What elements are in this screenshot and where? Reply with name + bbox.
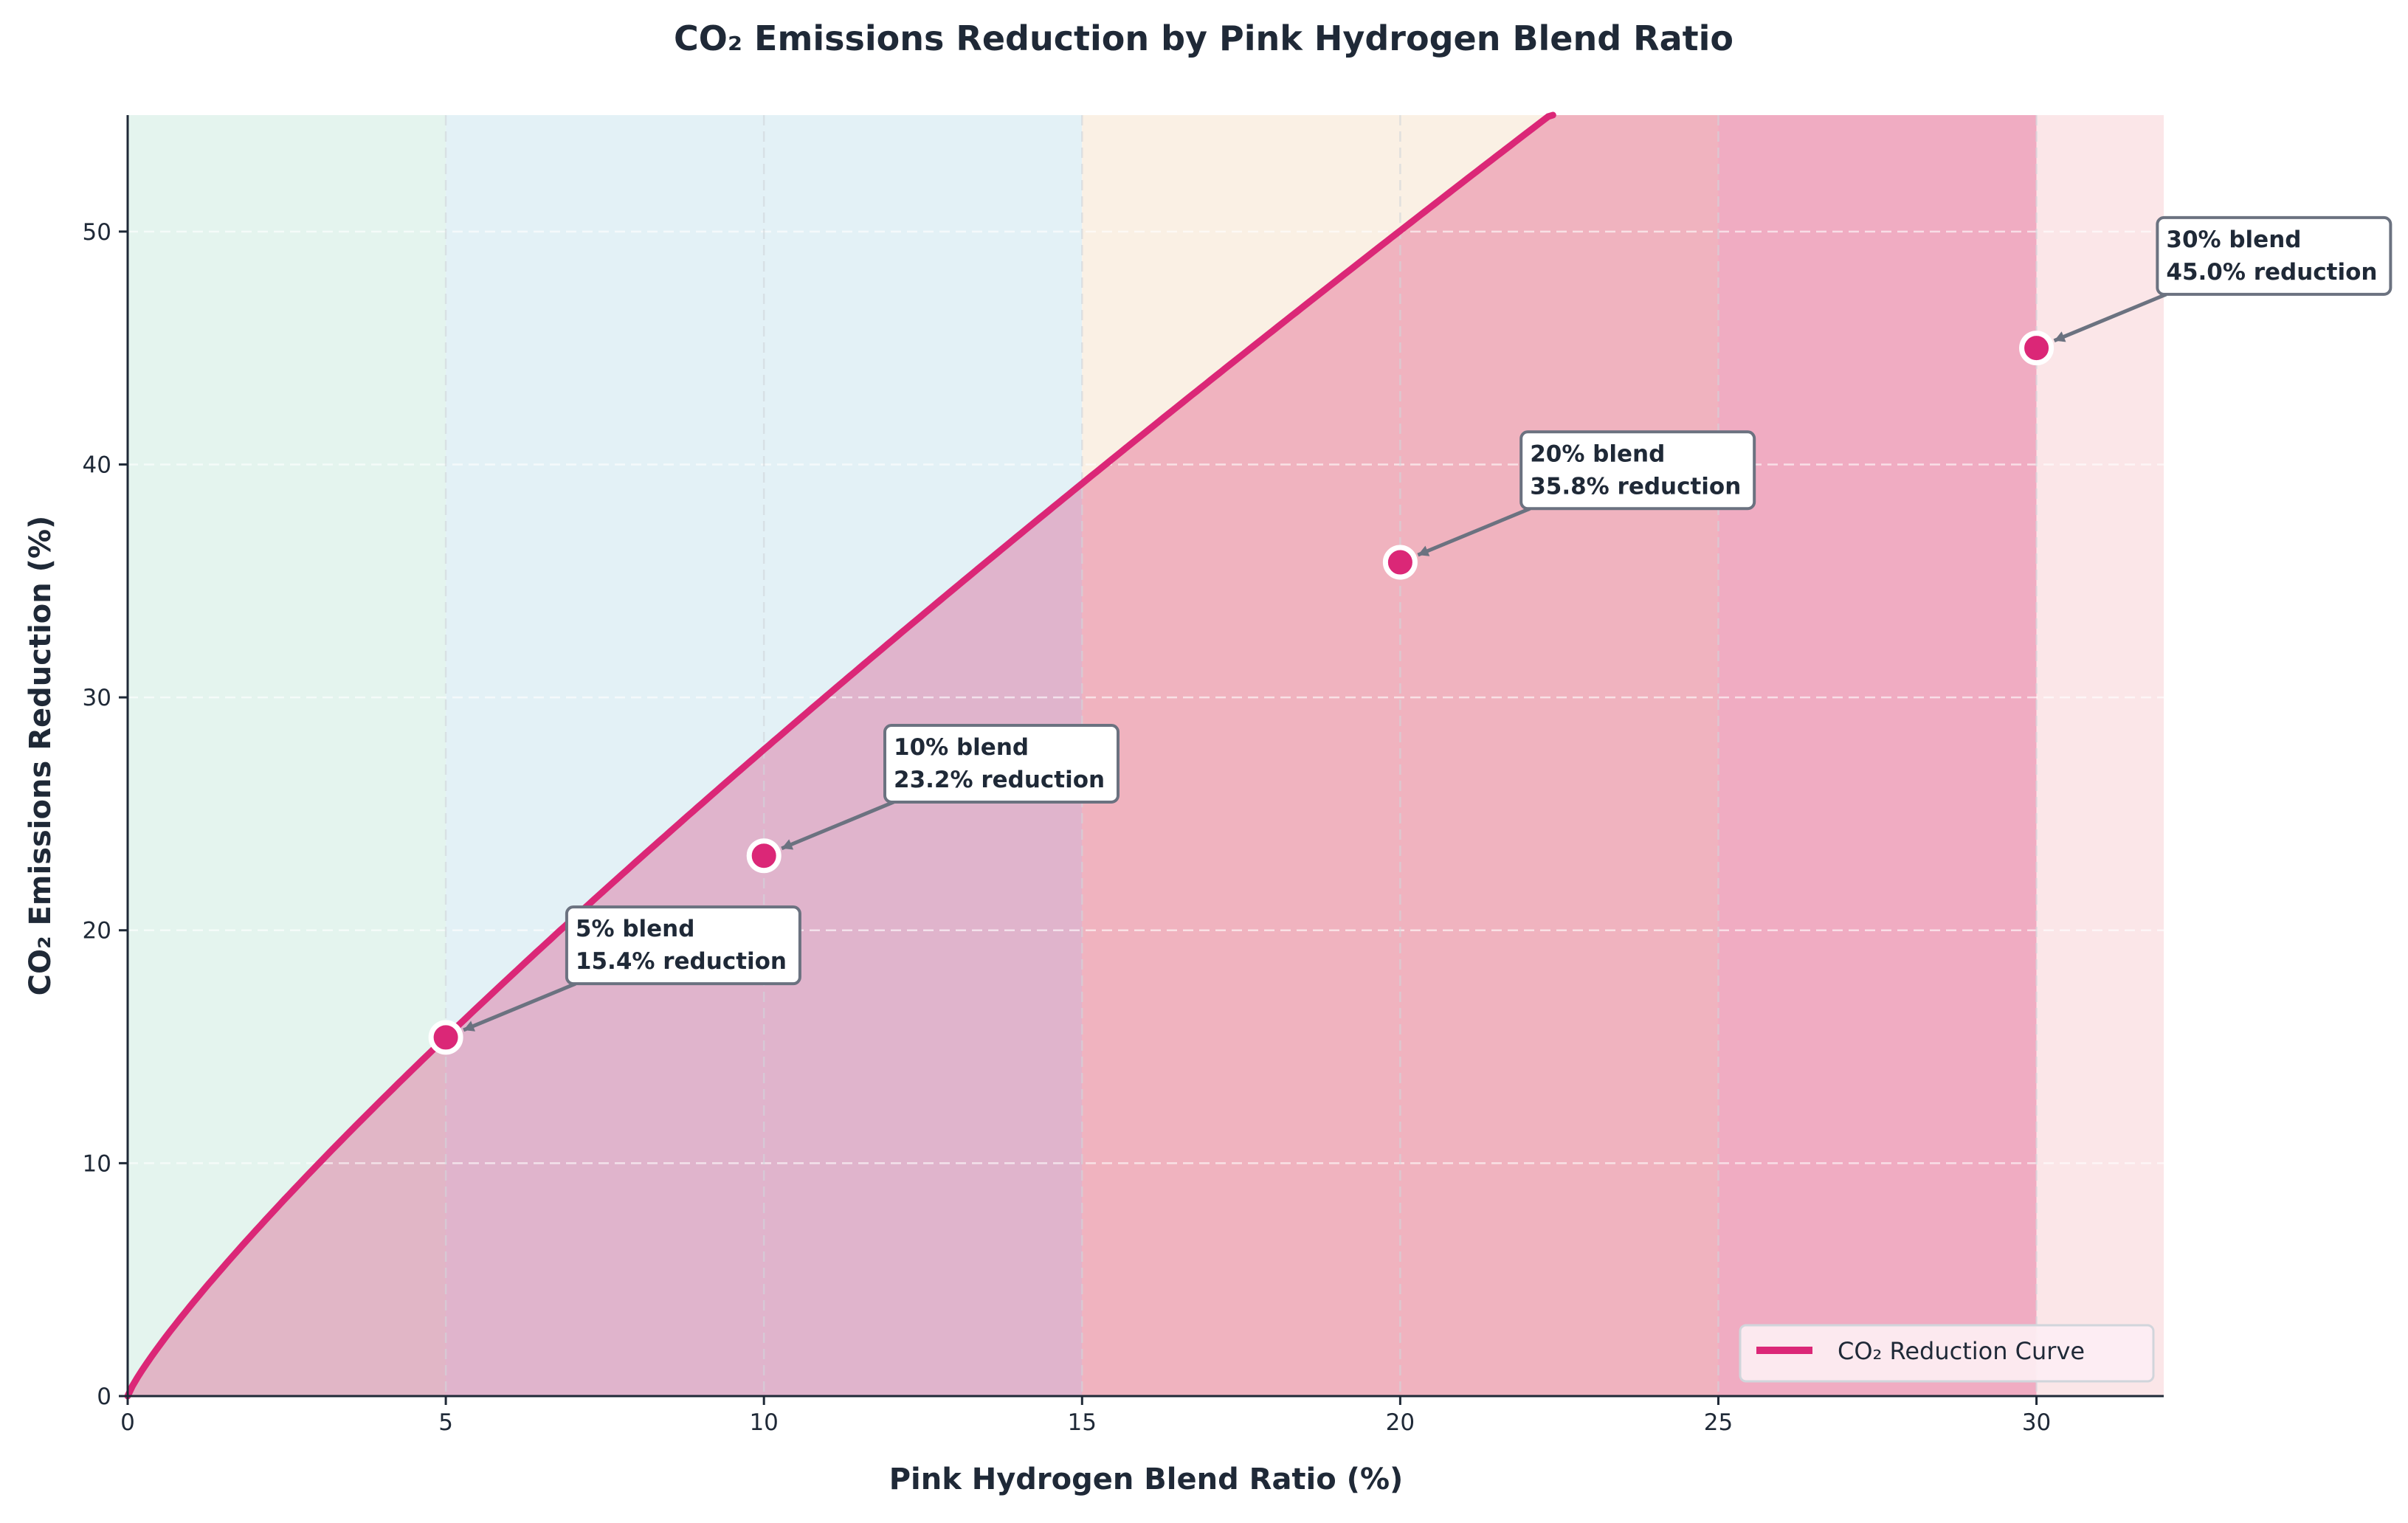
annotations: 5% blend 15.4% reduction 10% blend 23.2% re… [428, 215, 2393, 1055]
band [1718, 115, 2037, 1396]
legend-box [1739, 1324, 2155, 1383]
annotation-arrow [781, 800, 894, 851]
annotation-box [1519, 430, 1756, 511]
annotation: 5% blend 15.4% reduction [428, 905, 801, 1055]
annotation-line1: 20% blend [1530, 441, 1665, 467]
annotation-line2: 15.4% reduction [576, 948, 787, 975]
annotation-line2: 45.0% reduction [2166, 259, 2377, 286]
annotation-box [883, 723, 1120, 804]
x-tick-label: 0 [120, 1409, 135, 1436]
chart-title: CO₂ Emissions Reduction by Pink Hydrogen… [674, 18, 1733, 58]
x-tick-label: 5 [438, 1409, 453, 1436]
data-point [1382, 545, 1418, 580]
annotation: 20% blend 35.8% reduction [1382, 430, 1756, 580]
y-tick-label: 40 [83, 452, 111, 478]
annotation-arrow [463, 981, 576, 1032]
y-tick-label: 10 [83, 1150, 111, 1177]
y-tick-label: 20 [83, 918, 111, 944]
band [2036, 115, 2164, 1396]
arrow-head-icon [463, 1020, 476, 1032]
axes: 0 5 10 15 20 25 30 0 10 20 30 40 50 [83, 115, 2164, 1436]
annotation-arrow [2053, 292, 2167, 343]
y-tick-label: 30 [83, 685, 111, 711]
series-line [124, 111, 1556, 1400]
x-axis-label: Pink Hydrogen Blend Ratio (%) [889, 1462, 1404, 1496]
data-point [2019, 331, 2055, 366]
y-axis-label: CO₂ Emissions Reduction (%) [24, 516, 58, 996]
grid [128, 115, 2164, 1396]
y-tick-label: 0 [97, 1384, 111, 1410]
arrow-head-icon [2054, 331, 2066, 342]
arrow-head-icon [1418, 545, 1430, 556]
curve-layer [124, 111, 1556, 1400]
legend: CO₂ Reduction Curve [1739, 1324, 2155, 1383]
arrow-head-icon [782, 839, 794, 850]
annotation-box [2156, 215, 2393, 296]
x-tick-label: 25 [1704, 1409, 1733, 1436]
annotation: 30% blend 45.0% reduction [2019, 215, 2393, 366]
y-tick-label: 50 [83, 219, 111, 246]
x-tick-label: 30 [2022, 1409, 2051, 1436]
x-tick-label: 10 [749, 1409, 778, 1436]
data-point [746, 838, 782, 874]
annotation-line2: 23.2% reduction [894, 767, 1105, 793]
annotation-box [565, 905, 801, 986]
annotation: 10% blend 23.2% reduction [746, 723, 1120, 874]
x-tick-label: 20 [1386, 1409, 1415, 1436]
annotation-line1: 10% blend [894, 734, 1029, 761]
annotation-line2: 35.8% reduction [1530, 473, 1741, 500]
legend-label: CO₂ Reduction Curve [1838, 1337, 2085, 1365]
annotation-line1: 5% blend [576, 916, 695, 942]
annotation-line1: 30% blend [2166, 227, 2301, 253]
annotation-arrow [1417, 506, 1531, 557]
band [128, 115, 446, 1396]
x-tick-label: 15 [1068, 1409, 1097, 1436]
data-point [428, 1020, 463, 1055]
